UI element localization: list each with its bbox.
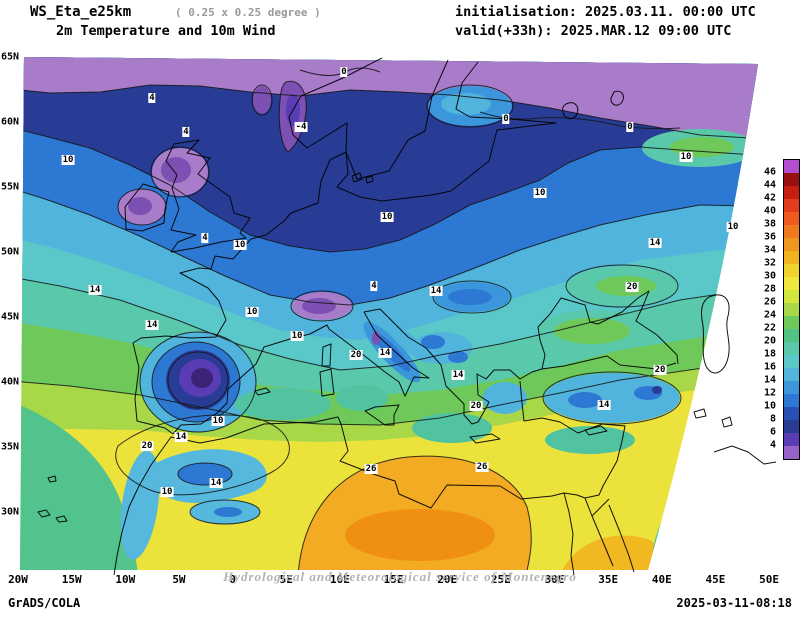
colorbar-cell [784,446,799,459]
colorbar-tick-label: 18 [763,348,776,360]
colorbar [783,159,800,460]
model-resolution: ( 0.25 x 0.25 degree ) [175,6,321,19]
colorbar-cell [784,160,799,173]
colorbar-cell [784,290,799,303]
chart-subtitle: 2m Temperature and 10m Wind [56,23,276,39]
colorbar-cell [784,316,799,329]
colorbar-tick-label: 30 [763,270,776,282]
colorbar-tick-label: 8 [769,413,776,425]
colorbar-tick-label: 42 [763,192,776,204]
colorbar-cell [784,433,799,446]
colorbar-cell [784,381,799,394]
colorbar-tick-label: 20 [763,335,776,347]
colorbar-cell [784,368,799,381]
colorbar-tick-label: 28 [763,283,776,295]
colorbar-cell [784,225,799,238]
colorbar-tick-label: 22 [763,322,776,334]
colorbar-labels: 46 44 42 40 38 36 34 32 30 28 26 24 22 20 18 16 14 12 10 8 6… [748,159,780,459]
colorbar-cell [784,212,799,225]
colorbar-tick-label: 36 [763,231,776,243]
colorbar-cell [784,251,799,264]
colorbar-cell [784,186,799,199]
colorbar-tick-label: 24 [763,309,776,321]
grads-credit: GrADS/COLA [8,596,81,610]
colorbar-cell [784,355,799,368]
colorbar-tick-label: 16 [763,361,776,373]
colorbar-tick-label: 14 [763,374,776,386]
colorbar-tick-label: 34 [763,244,776,256]
colorbar-cell [784,277,799,290]
colorbar-tick-label: 40 [763,205,776,217]
colorbar-cell [784,342,799,355]
watermark: Hydrological and Meteorological service … [223,569,577,584]
init-time-label: initialisation: 2025.03.11. 00:00 UTC [455,4,756,20]
colorbar-tick-label: 6 [769,426,776,438]
colorbar-tick-label: 4 [769,439,776,451]
colorbar-cell [784,173,799,186]
colorbar-cell [784,264,799,277]
colorbar-cell [784,420,799,433]
colorbar-tick-label: 32 [763,257,776,269]
colorbar-tick-label: 26 [763,296,776,308]
contour-line-layer [20,67,758,570]
coastline-layer [37,57,777,576]
colorbar-cell [784,303,799,316]
colorbar-cell [784,394,799,407]
creation-timestamp: 2025-03-11-08:18 [676,596,792,610]
colorbar-cell [784,407,799,420]
colorbar-cell [784,199,799,212]
colorbar-tick-label: 46 [763,166,776,178]
colorbar-tick-label: 38 [763,218,776,230]
colorbar-cell [784,329,799,342]
colorbar-tick-label: 44 [763,179,776,191]
colorbar-tick-label: 12 [763,387,776,399]
valid-time-label: valid(+33h): 2025.MAR.12 09:00 UTC [455,23,732,39]
model-name: WS_Eta_e25km [30,4,132,20]
colorbar-tick-label: 10 [763,400,776,412]
colorbar-cell [784,238,799,251]
